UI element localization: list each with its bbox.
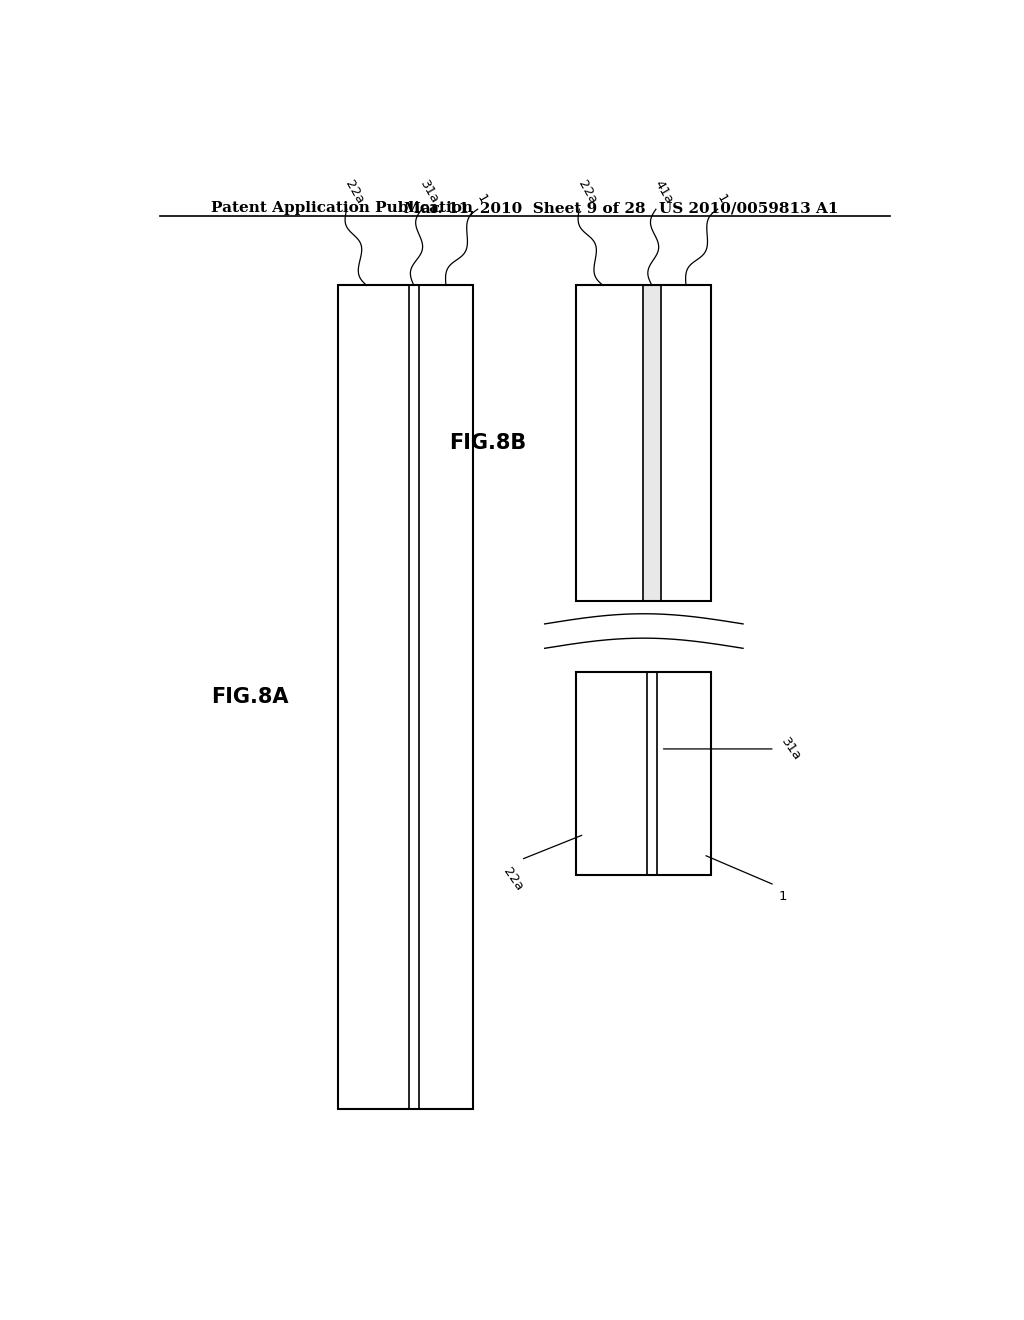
- Text: Patent Application Publication: Patent Application Publication: [211, 201, 473, 215]
- Bar: [338, 285, 410, 1109]
- Text: 31a: 31a: [418, 178, 441, 206]
- Text: 22a: 22a: [501, 865, 525, 892]
- Text: 1: 1: [474, 193, 489, 206]
- Text: 22a: 22a: [343, 178, 367, 206]
- Bar: [577, 285, 712, 601]
- Text: US 2010/0059813 A1: US 2010/0059813 A1: [658, 201, 839, 215]
- Bar: [660, 285, 712, 601]
- Bar: [643, 285, 660, 601]
- Bar: [410, 285, 419, 1109]
- Bar: [419, 285, 473, 1109]
- Bar: [656, 672, 712, 875]
- Text: Mar. 11, 2010  Sheet 9 of 28: Mar. 11, 2010 Sheet 9 of 28: [404, 201, 645, 215]
- Text: 41a: 41a: [652, 178, 676, 206]
- Bar: [577, 672, 712, 875]
- Text: FIG.8A: FIG.8A: [211, 688, 289, 708]
- Bar: [577, 672, 647, 875]
- Text: 1: 1: [778, 890, 787, 903]
- Text: 31a: 31a: [778, 735, 804, 763]
- Text: 22a: 22a: [575, 178, 599, 206]
- Bar: [338, 285, 473, 1109]
- Text: 1: 1: [714, 193, 729, 206]
- Bar: [647, 672, 656, 875]
- Bar: [577, 285, 643, 601]
- Text: FIG.8B: FIG.8B: [450, 433, 526, 453]
